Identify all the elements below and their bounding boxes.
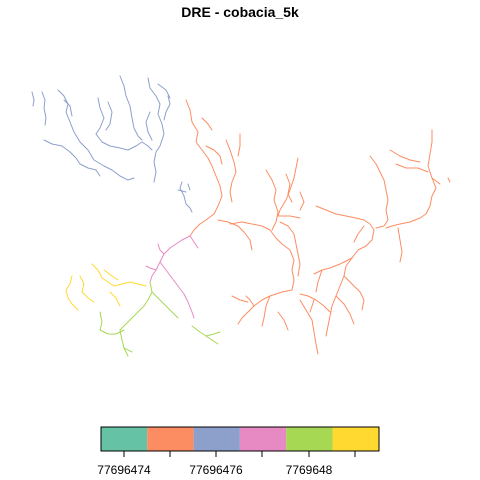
river-segment [299, 293, 331, 313]
river-segment [217, 219, 253, 251]
legend-frame [100, 426, 380, 452]
river-segment [163, 95, 171, 121]
legend-tick-label: 77696474 [97, 463, 151, 477]
river-segment [145, 265, 157, 271]
river-segment [299, 191, 305, 211]
river-segment [57, 89, 135, 181]
river-segment [41, 91, 47, 126]
river-segment [261, 295, 271, 327]
river-segment [31, 91, 35, 107]
river-segment [151, 291, 179, 319]
river-segment [369, 155, 389, 229]
river-segment [225, 139, 237, 203]
map-title: DRE - cobacia_5k [181, 4, 299, 20]
river-segment [389, 149, 421, 163]
river-segment [397, 227, 403, 263]
legend-colorbar: 77696474 77696476 7769648 [97, 426, 380, 477]
river-segment [315, 205, 375, 337]
river-segment [179, 181, 193, 213]
river-segment [65, 275, 79, 311]
river-segment [335, 295, 355, 325]
river-segment [123, 347, 133, 353]
river-segment [189, 235, 199, 249]
river-segment [191, 325, 221, 337]
river-segment [205, 335, 219, 345]
river-segment [431, 177, 441, 185]
river-basin-blue [31, 75, 193, 213]
river-segment [245, 295, 255, 307]
river-segment [187, 183, 191, 191]
river-segment [105, 101, 113, 131]
river-segment [119, 75, 143, 141]
legend-swatch [193, 427, 240, 451]
river-segment [265, 169, 279, 231]
river-basin-yellow [65, 263, 147, 311]
river-segment [277, 157, 301, 219]
legend-tick-label: 77696476 [189, 463, 243, 477]
river-segment [285, 173, 293, 203]
river-segment [79, 275, 95, 303]
river-segment [157, 83, 171, 99]
river-segment [103, 269, 119, 281]
river-basin-pink [145, 235, 199, 319]
river-segment [99, 311, 125, 335]
legend-swatch [239, 427, 287, 451]
river-segment [91, 263, 147, 287]
river-segment [201, 117, 213, 131]
river-segment [159, 261, 195, 319]
river-segment [231, 295, 249, 303]
river-segment [109, 291, 121, 307]
river-segment [279, 221, 301, 277]
river-segment [63, 99, 73, 117]
river-segment [237, 289, 293, 325]
river-segment [277, 311, 289, 331]
river-basin-green [99, 281, 221, 357]
river-basin-orange [185, 99, 451, 355]
legend-ticks [123, 451, 356, 457]
river-segment [177, 189, 187, 193]
river-segment [147, 77, 165, 183]
river-segment [447, 177, 451, 183]
river-segment [315, 269, 323, 293]
river-segment [43, 139, 101, 177]
river-segment [157, 243, 165, 255]
river-segment [205, 145, 223, 165]
river-segment [145, 111, 153, 141]
river-segment [343, 275, 365, 311]
river-segment [95, 97, 153, 151]
river-segment [313, 257, 353, 275]
river-segment [237, 133, 241, 157]
river-segment [395, 163, 429, 173]
river-segment [309, 299, 315, 313]
river-segment [353, 225, 365, 243]
river-segment [229, 221, 295, 291]
river-segment [185, 99, 223, 237]
river-network [31, 75, 451, 357]
legend-tick-label: 7769648 [286, 463, 333, 477]
legend-swatch [147, 427, 194, 451]
river-segment [385, 129, 437, 229]
river-segment [299, 299, 319, 355]
legend-swatch [101, 427, 148, 451]
river-segment [119, 281, 153, 357]
legend-swatch [286, 427, 333, 451]
legend-swatch [332, 427, 379, 451]
